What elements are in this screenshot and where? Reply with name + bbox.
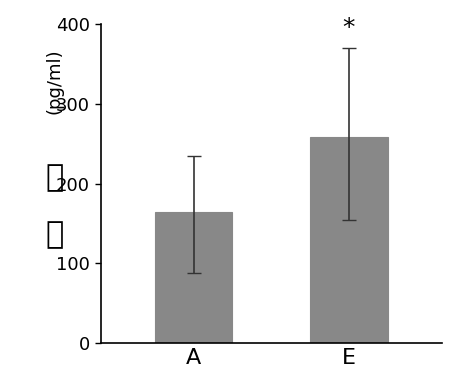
Bar bbox=[310, 137, 388, 343]
Text: *: * bbox=[343, 16, 355, 40]
Text: 濃: 濃 bbox=[46, 163, 64, 192]
Text: (pg/ml): (pg/ml) bbox=[46, 49, 64, 115]
Bar bbox=[155, 211, 233, 343]
Text: 度: 度 bbox=[46, 220, 64, 249]
